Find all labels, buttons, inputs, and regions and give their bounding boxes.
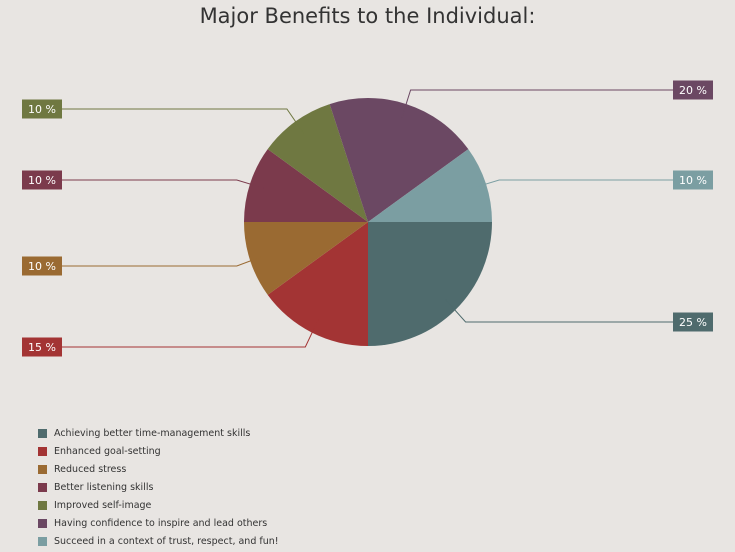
legend-item: Succeed in a context of trust, respect, … [38, 532, 279, 550]
callout-line [62, 179, 265, 189]
pie-slices [244, 97, 492, 346]
legend-swatch [38, 500, 47, 510]
data-label-box [673, 170, 713, 190]
data-label: 20 % [679, 84, 707, 97]
data-label-box [673, 312, 713, 332]
legend-item: Improved self-image [38, 496, 279, 514]
legend-label: Enhanced goal-setting [54, 445, 161, 457]
pie-callouts: 25 % 15 % 10 % 10 % 10 % 20 % 10 % [22, 80, 713, 357]
data-label: 10 % [28, 260, 56, 273]
legend-label: Achieving better time-management skills [54, 427, 251, 439]
legend-item: Reduced stress [38, 460, 279, 478]
data-label-box [673, 80, 713, 100]
data-label: 10 % [28, 174, 56, 187]
legend-label: Having confidence to inspire and lead ot… [54, 517, 268, 529]
callout-line [62, 108, 305, 134]
pie-chart: 25 % 15 % 10 % 10 % 10 % 20 % 10 % [22, 80, 713, 357]
pie-slice [368, 149, 492, 222]
legend-swatch [38, 446, 47, 456]
data-label-box [22, 337, 62, 357]
pie-slice [329, 97, 469, 222]
legend-label: Better listening skills [54, 481, 154, 493]
data-label: 10 % [679, 174, 707, 187]
legend-item: Better listening skills [38, 478, 279, 496]
legend-swatch [38, 482, 47, 492]
callout-line [401, 89, 673, 119]
data-label: 25 % [679, 316, 707, 329]
pie-slice [244, 222, 368, 295]
legend-swatch [38, 518, 47, 528]
chart-title: Major Benefits to the Individual: [199, 4, 536, 28]
data-label-box [22, 256, 62, 276]
legend-swatch [38, 428, 47, 438]
pie-slice [368, 222, 492, 346]
pie-slice [244, 149, 368, 222]
data-label-box [22, 170, 62, 190]
legend-swatch [38, 536, 47, 546]
legend-item: Achieving better time-management skills [38, 424, 279, 442]
data-label: 10 % [28, 103, 56, 116]
callout-line [444, 298, 673, 323]
legend-label: Improved self-image [54, 499, 152, 511]
callout-line [62, 318, 319, 348]
legend-item: Enhanced goal-setting [38, 442, 279, 460]
legend-item: Having confidence to inspire and lead ot… [38, 514, 279, 532]
data-label: 15 % [28, 341, 56, 354]
legend-swatch [38, 464, 47, 474]
legend-label: Reduced stress [54, 463, 127, 475]
pie-slice [267, 222, 368, 346]
pie-slice [267, 104, 368, 222]
data-label-box [22, 99, 62, 119]
callout-line [62, 255, 265, 267]
legend-label: Succeed in a context of trust, respect, … [54, 535, 279, 547]
chart-legend: Achieving better time-management skills E… [38, 424, 279, 550]
callout-line [471, 179, 673, 189]
